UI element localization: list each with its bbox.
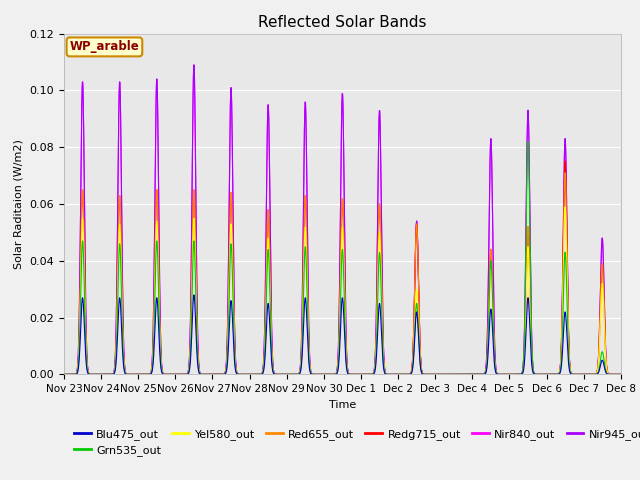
Line: Grn535_out: Grn535_out (64, 142, 621, 374)
Grn535_out (157, 354, 164, 360)
Grn535_out (617, 372, 625, 377)
Yel580_out (617, 372, 625, 377)
Red655_out (124, 372, 131, 377)
Line: Yel580_out: Yel580_out (64, 207, 621, 374)
Redg715_out (60, 372, 68, 377)
Nir945_out (298, 323, 306, 329)
Blu475_out (617, 372, 625, 377)
Nir945_out (157, 333, 164, 339)
Red655_out (606, 372, 614, 377)
Redg715_out (546, 372, 554, 377)
Red655_out (60, 372, 68, 377)
Yel580_out (298, 350, 305, 356)
Redg715_out (606, 372, 614, 377)
Nir945_out (606, 372, 614, 377)
Grn535_out (606, 372, 614, 377)
Blu475_out (450, 372, 458, 377)
Redg715_out (561, 158, 569, 164)
Nir840_out (606, 372, 614, 377)
Blu475_out (124, 372, 131, 377)
Grn535_out (547, 372, 554, 377)
Grn535_out (298, 353, 305, 359)
Nir945_out (450, 372, 458, 377)
Grn535_out (60, 372, 68, 377)
Grn535_out (450, 372, 458, 377)
Redg715_out (298, 345, 305, 351)
Yel580_out (157, 351, 164, 357)
Red655_out (157, 348, 164, 353)
Grn535_out (274, 372, 282, 377)
Red655_out (450, 372, 458, 377)
Nir840_out (274, 372, 282, 377)
Text: WP_arable: WP_arable (70, 40, 140, 53)
Nir840_out (298, 323, 306, 329)
Blu475_out (547, 372, 554, 377)
Blu475_out (157, 361, 164, 367)
Nir945_out (547, 372, 554, 377)
Blu475_out (190, 292, 198, 298)
Red655_out (274, 372, 282, 377)
Redg715_out (617, 372, 625, 377)
Red655_out (561, 170, 569, 176)
Grn535_out (524, 139, 532, 144)
Line: Redg715_out: Redg715_out (64, 161, 621, 374)
Blu475_out (274, 372, 282, 377)
Blu475_out (298, 358, 306, 364)
Nir945_out (190, 62, 198, 68)
Nir840_out (450, 372, 458, 377)
Yel580_out (124, 372, 131, 377)
Nir840_out (617, 372, 625, 377)
Nir840_out (547, 372, 554, 377)
Redg715_out (157, 348, 164, 353)
Line: Nir840_out: Nir840_out (64, 65, 621, 374)
Nir945_out (274, 372, 282, 377)
Blu475_out (60, 372, 68, 377)
Y-axis label: Solar Raditaion (W/m2): Solar Raditaion (W/m2) (14, 139, 24, 269)
Nir840_out (190, 62, 198, 68)
Grn535_out (124, 372, 131, 377)
Redg715_out (274, 372, 282, 377)
Yel580_out (546, 372, 554, 377)
Yel580_out (60, 372, 68, 377)
Red655_out (546, 372, 554, 377)
Line: Red655_out: Red655_out (64, 173, 621, 374)
Yel580_out (274, 372, 282, 377)
Nir945_out (60, 372, 68, 377)
Line: Blu475_out: Blu475_out (64, 295, 621, 374)
Legend: Blu475_out, Grn535_out, Yel580_out, Red655_out, Redg715_out, Nir840_out, Nir945_: Blu475_out, Grn535_out, Yel580_out, Red6… (70, 424, 640, 460)
Yel580_out (561, 204, 569, 210)
Redg715_out (124, 372, 131, 377)
Nir840_out (124, 372, 131, 377)
Redg715_out (450, 372, 458, 377)
X-axis label: Time: Time (329, 400, 356, 409)
Line: Nir945_out: Nir945_out (64, 65, 621, 374)
Red655_out (617, 372, 625, 377)
Nir945_out (124, 372, 131, 377)
Nir840_out (157, 333, 164, 339)
Red655_out (298, 345, 305, 351)
Yel580_out (450, 372, 458, 377)
Yel580_out (606, 372, 614, 377)
Blu475_out (606, 372, 614, 377)
Title: Reflected Solar Bands: Reflected Solar Bands (258, 15, 427, 30)
Nir945_out (617, 372, 625, 377)
Nir840_out (60, 372, 68, 377)
